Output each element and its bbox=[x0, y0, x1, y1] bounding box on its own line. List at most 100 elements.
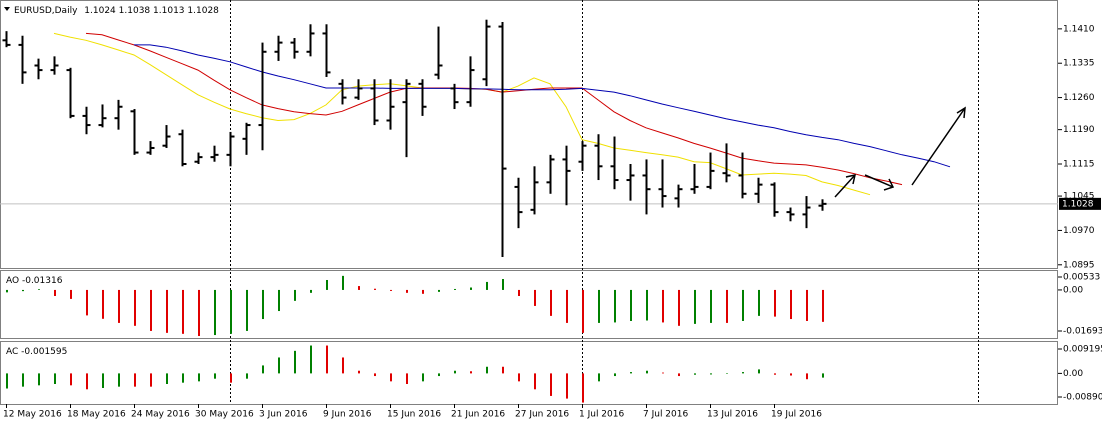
histogram-bar bbox=[374, 288, 376, 290]
x-tick-label: 30 May 2016 bbox=[195, 410, 254, 420]
histogram-bar bbox=[134, 373, 136, 387]
histogram-bar bbox=[630, 289, 632, 321]
histogram-bar bbox=[614, 373, 616, 377]
x-tick-label: 12 May 2016 bbox=[3, 410, 62, 420]
histogram-bar bbox=[214, 373, 216, 379]
close-value: 1.1028 bbox=[187, 6, 219, 16]
arrow-head bbox=[956, 106, 966, 119]
y-tick-label: 0.00 bbox=[1063, 285, 1083, 295]
y-tick-label: 0.00533 bbox=[1063, 273, 1100, 283]
histogram-bar bbox=[582, 289, 584, 333]
histogram-bar bbox=[454, 288, 456, 290]
histogram-bar bbox=[646, 370, 648, 374]
moving-average bbox=[85, 32, 903, 186]
histogram-bar bbox=[662, 289, 664, 323]
histogram-bar bbox=[230, 373, 232, 383]
histogram-bar bbox=[70, 373, 72, 386]
y-tick-label: 1.1260 bbox=[1063, 93, 1095, 103]
x-tick-label: 13 Jul 2016 bbox=[707, 410, 758, 420]
histogram-bar bbox=[742, 289, 744, 321]
y-tick-label: 1.0895 bbox=[1063, 260, 1095, 270]
ac-header: AC -0.001595 bbox=[6, 347, 67, 357]
histogram-bar bbox=[806, 373, 808, 380]
y-tick-label: 0.00 bbox=[1063, 369, 1083, 379]
histogram-bar bbox=[294, 289, 296, 301]
histogram-bar bbox=[118, 373, 120, 387]
last-price-label: 1.1028 bbox=[1062, 199, 1094, 209]
histogram-bar bbox=[678, 289, 680, 326]
histogram-bar bbox=[694, 373, 696, 375]
arrow-head bbox=[845, 174, 856, 185]
price-panel bbox=[0, 0, 1058, 269]
x-tick-label: 1 Jul 2016 bbox=[579, 410, 624, 420]
histogram-bar bbox=[22, 373, 24, 387]
x-tick-label: 3 Jun 2016 bbox=[259, 410, 308, 420]
ac-last: -0.001595 bbox=[21, 347, 67, 357]
histogram-bar bbox=[518, 373, 520, 382]
arrow bbox=[864, 174, 894, 188]
histogram-bar bbox=[150, 289, 152, 331]
histogram-bar bbox=[742, 372, 744, 374]
histogram-bar bbox=[534, 289, 536, 306]
y-tick-label: 1.1115 bbox=[1063, 160, 1095, 170]
histogram-bar bbox=[822, 373, 824, 378]
histogram-bar bbox=[614, 289, 616, 323]
histogram-bar bbox=[582, 373, 584, 403]
x-tick-label: 19 Jul 2016 bbox=[771, 410, 822, 420]
histogram-bar bbox=[566, 289, 568, 323]
histogram-bar bbox=[150, 373, 152, 387]
y-tick-label: 1.1335 bbox=[1063, 59, 1095, 69]
histogram-bar bbox=[406, 373, 408, 384]
menu-triangle bbox=[4, 7, 10, 11]
histogram-bar bbox=[182, 373, 184, 383]
histogram-bar bbox=[294, 350, 296, 374]
low-value: 1.1013 bbox=[153, 6, 185, 16]
histogram-bar bbox=[374, 373, 376, 377]
histogram-bar bbox=[102, 289, 104, 319]
arrow bbox=[834, 174, 856, 198]
last-price-box bbox=[1059, 197, 1101, 210]
x-tick-label: 15 Jun 2016 bbox=[387, 410, 441, 420]
histogram-bar bbox=[86, 373, 88, 390]
histogram-bar bbox=[118, 289, 120, 323]
histogram-bar bbox=[470, 287, 472, 290]
histogram-bar bbox=[70, 289, 72, 299]
histogram-bar bbox=[246, 289, 248, 331]
moving-average bbox=[134, 44, 951, 168]
ao-header: AO -0.01316 bbox=[6, 276, 63, 286]
histogram-bar bbox=[214, 289, 216, 336]
histogram-bar bbox=[598, 289, 600, 323]
histogram-bar bbox=[454, 370, 456, 374]
histogram-bar bbox=[310, 345, 312, 374]
histogram-bar bbox=[806, 289, 808, 321]
histogram-bar bbox=[6, 373, 8, 389]
x-tick-label: 27 Jun 2016 bbox=[515, 410, 569, 420]
x-tick-label: 9 Jun 2016 bbox=[323, 410, 372, 420]
x-tick-label: 18 May 2016 bbox=[67, 410, 126, 420]
histogram-bar bbox=[406, 289, 408, 293]
histogram-bar bbox=[486, 366, 488, 374]
histogram-bar bbox=[470, 371, 472, 374]
histogram-bar bbox=[710, 289, 712, 323]
histogram-bar bbox=[630, 372, 632, 374]
histogram-bar bbox=[38, 373, 40, 386]
histogram-bar bbox=[54, 373, 56, 384]
histogram-bar bbox=[758, 289, 760, 316]
histogram-bar bbox=[134, 289, 136, 326]
histogram-bar bbox=[342, 357, 344, 374]
histogram-bar bbox=[358, 286, 360, 290]
y-tick-label: -0.01693 bbox=[1063, 326, 1102, 336]
histogram-bar bbox=[710, 373, 712, 375]
histogram-bar bbox=[694, 289, 696, 324]
y-tick-label: 1.1045 bbox=[1063, 192, 1095, 202]
histogram-bar bbox=[486, 281, 488, 290]
histogram-bar bbox=[230, 289, 232, 334]
ao-title: AO bbox=[6, 276, 19, 286]
histogram-bar bbox=[86, 289, 88, 316]
histogram-bar bbox=[38, 289, 40, 290]
histogram-bar bbox=[342, 275, 344, 290]
histogram-bar bbox=[550, 373, 552, 396]
histogram-bar bbox=[550, 289, 552, 316]
histogram-bar bbox=[54, 289, 56, 296]
arrow bbox=[911, 107, 966, 186]
